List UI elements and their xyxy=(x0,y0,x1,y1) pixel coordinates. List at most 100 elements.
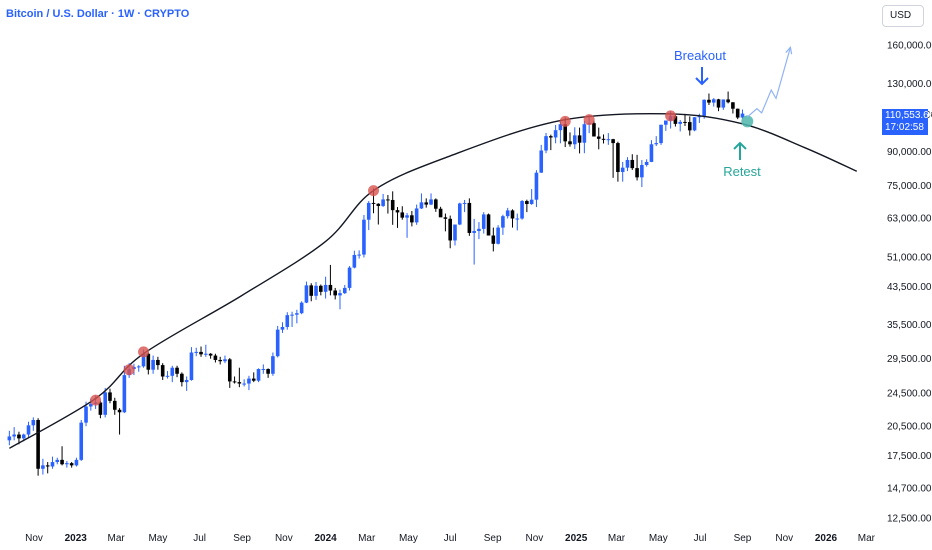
candle[interactable] xyxy=(678,119,682,132)
candle[interactable] xyxy=(280,322,285,333)
candle[interactable] xyxy=(232,376,237,384)
candle[interactable] xyxy=(347,266,352,291)
candle[interactable] xyxy=(69,462,74,468)
candle[interactable] xyxy=(414,204,419,225)
candle[interactable] xyxy=(170,365,175,383)
candle[interactable] xyxy=(553,124,558,144)
candle[interactable] xyxy=(333,287,337,300)
chart-title[interactable]: Bitcoin / U.S. Dollar · 1W · CRYPTO xyxy=(6,8,190,20)
candle[interactable] xyxy=(606,133,611,145)
candle[interactable] xyxy=(395,207,400,228)
candle[interactable] xyxy=(74,457,79,467)
candle[interactable] xyxy=(165,371,170,379)
candle[interactable] xyxy=(438,206,443,218)
candle[interactable] xyxy=(443,213,448,232)
candle[interactable] xyxy=(117,408,122,435)
candle[interactable] xyxy=(740,109,745,120)
candle[interactable] xyxy=(65,460,69,468)
candle[interactable] xyxy=(491,227,496,252)
candle[interactable] xyxy=(194,347,199,357)
candle[interactable] xyxy=(448,215,452,249)
candle[interactable] xyxy=(271,352,275,376)
candle[interactable] xyxy=(510,209,515,228)
candle[interactable] xyxy=(515,213,520,231)
candle[interactable] xyxy=(12,427,16,441)
candle[interactable] xyxy=(529,189,534,205)
candle[interactable] xyxy=(381,193,385,208)
candle[interactable] xyxy=(156,356,160,370)
candle[interactable] xyxy=(227,358,232,388)
candle[interactable] xyxy=(726,91,730,104)
candle[interactable] xyxy=(620,161,625,182)
candle[interactable] xyxy=(654,136,659,147)
candle[interactable] xyxy=(295,309,299,324)
candle[interactable] xyxy=(309,283,314,302)
candle[interactable] xyxy=(362,214,366,258)
candle[interactable] xyxy=(242,379,246,387)
candle[interactable] xyxy=(429,193,433,206)
candle[interactable] xyxy=(453,224,457,246)
candle[interactable] xyxy=(649,140,654,163)
candle[interactable] xyxy=(405,212,409,238)
candle[interactable] xyxy=(644,159,649,167)
candle[interactable] xyxy=(342,284,347,295)
candle[interactable] xyxy=(544,132,548,154)
candle[interactable] xyxy=(525,199,529,213)
candle[interactable] xyxy=(314,282,318,300)
candle[interactable] xyxy=(180,372,184,387)
candle[interactable] xyxy=(256,368,261,383)
candle[interactable] xyxy=(299,301,304,315)
candle[interactable] xyxy=(323,276,328,299)
candle[interactable] xyxy=(266,368,270,378)
candle[interactable] xyxy=(539,144,544,173)
candle[interactable] xyxy=(218,356,222,365)
candle[interactable] xyxy=(237,367,242,388)
candle[interactable] xyxy=(45,462,50,474)
candle[interactable] xyxy=(304,281,309,304)
candle[interactable] xyxy=(549,134,553,151)
candle[interactable] xyxy=(390,191,395,225)
candle[interactable] xyxy=(60,446,64,466)
candle[interactable] xyxy=(472,218,476,265)
time-axis[interactable]: Nov 2023 Mar May Jul Sep Nov 2024 Mar May Jul Sep No… xyxy=(25,533,876,544)
candle[interactable] xyxy=(692,117,697,132)
candle[interactable] xyxy=(285,312,290,330)
candle[interactable] xyxy=(462,199,467,213)
candle[interactable] xyxy=(98,400,103,419)
candle[interactable] xyxy=(683,113,687,126)
candle[interactable] xyxy=(707,93,711,105)
candle[interactable] xyxy=(36,418,40,476)
candle[interactable] xyxy=(352,250,357,269)
candle[interactable] xyxy=(7,430,12,446)
candle[interactable] xyxy=(213,353,218,363)
candle[interactable] xyxy=(136,365,141,372)
candle[interactable] xyxy=(572,127,577,150)
candle[interactable] xyxy=(419,193,424,210)
candle[interactable] xyxy=(592,120,596,137)
candle[interactable] xyxy=(146,352,151,375)
candle[interactable] xyxy=(261,364,266,374)
candle[interactable] xyxy=(697,113,702,123)
candle[interactable] xyxy=(501,214,505,235)
candle[interactable] xyxy=(50,456,55,469)
candle[interactable] xyxy=(640,159,644,188)
candle[interactable] xyxy=(596,127,601,150)
candle[interactable] xyxy=(716,98,721,112)
candle[interactable] xyxy=(160,363,165,380)
candle[interactable] xyxy=(328,264,333,296)
candle[interactable] xyxy=(721,99,726,110)
candle[interactable] xyxy=(79,419,84,461)
candle[interactable] xyxy=(568,132,572,147)
candle[interactable] xyxy=(275,325,280,358)
candle[interactable] xyxy=(208,353,213,359)
candle[interactable] xyxy=(366,201,371,231)
candle[interactable] xyxy=(184,376,189,391)
candle[interactable] xyxy=(630,154,635,170)
candle[interactable] xyxy=(664,120,668,131)
candle[interactable] xyxy=(520,199,524,220)
candle[interactable] xyxy=(247,375,251,391)
candle[interactable] xyxy=(687,116,692,136)
candle[interactable] xyxy=(319,284,323,296)
candle[interactable] xyxy=(434,198,438,212)
